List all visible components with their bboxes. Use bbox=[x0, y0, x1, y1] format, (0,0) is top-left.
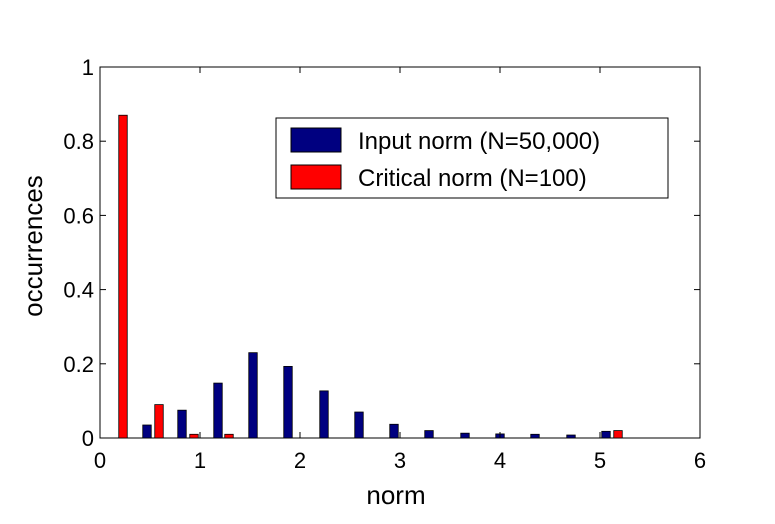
x-tick-label-5: 5 bbox=[594, 448, 606, 473]
bar-series1-4 bbox=[613, 430, 623, 439]
y-axis-label: occurrences bbox=[18, 175, 48, 317]
x-tick-label-4: 4 bbox=[494, 448, 506, 473]
bars-group bbox=[118, 114, 623, 439]
y-tick-label-5: 1 bbox=[82, 55, 94, 80]
bar-series1-0 bbox=[118, 114, 128, 439]
bar-series0-9 bbox=[460, 432, 470, 439]
bar-series0-1 bbox=[177, 409, 187, 439]
y-tick-label-2: 0.4 bbox=[63, 278, 94, 303]
bar-series0-2 bbox=[213, 382, 223, 439]
ticks-group: 0 1 2 3 4 5 6 0 0.2 0.4 0.6 0.8 1 bbox=[63, 55, 706, 473]
bar-series1-3 bbox=[224, 433, 234, 439]
bar-series0-7 bbox=[389, 423, 399, 439]
x-tick-label-0: 0 bbox=[94, 448, 106, 473]
legend-label-input-norm: Input norm (N=50,000) bbox=[358, 128, 600, 155]
bar-series0-6 bbox=[354, 411, 364, 439]
x-axis-label: norm bbox=[366, 480, 425, 510]
x-tick-label-3: 3 bbox=[394, 448, 406, 473]
bar-series0-13 bbox=[601, 430, 611, 439]
bar-series0-5 bbox=[319, 390, 329, 439]
bar-series0-4 bbox=[283, 365, 293, 439]
y-tick-label-4: 0.8 bbox=[63, 129, 94, 154]
y-tick-label-3: 0.6 bbox=[63, 203, 94, 228]
legend-swatch-critical-norm bbox=[290, 164, 342, 190]
bar-series1-1 bbox=[154, 404, 164, 439]
y-tick-label-0: 0 bbox=[82, 426, 94, 451]
bar-series0-8 bbox=[424, 430, 434, 439]
legend-label-critical-norm: Critical norm (N=100) bbox=[358, 165, 587, 192]
bar-series0-0 bbox=[142, 424, 152, 439]
bar-series0-3 bbox=[248, 352, 258, 439]
x-tick-label-1: 1 bbox=[194, 448, 206, 473]
x-tick-label-6: 6 bbox=[694, 448, 706, 473]
legend-swatch-input-norm bbox=[290, 127, 342, 153]
bar-series0-11 bbox=[530, 433, 540, 439]
bar-series0-12 bbox=[566, 434, 576, 439]
y-tick-label-1: 0.2 bbox=[63, 352, 94, 377]
bar-series1-2 bbox=[189, 433, 199, 439]
x-tick-label-2: 2 bbox=[294, 448, 306, 473]
legend: Input norm (N=50,000) Critical norm (N=1… bbox=[275, 117, 669, 199]
